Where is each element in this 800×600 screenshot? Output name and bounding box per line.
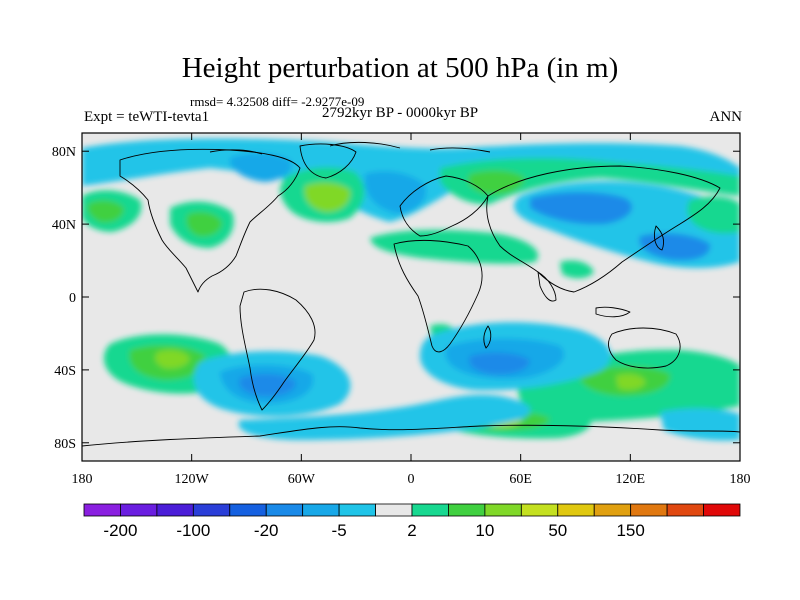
- colorbar-box: [630, 503, 668, 517]
- colorbar-box: [520, 503, 559, 517]
- stats-label: rmsd= 4.32508 diff= -2.9277e-09: [190, 94, 365, 109]
- coast-asia: [486, 165, 721, 293]
- period-label: 2792kyr BP - 0000kyr BP: [321, 105, 479, 121]
- map-title: Height perturbation at 500 hPa (in m): [181, 52, 619, 84]
- contour-neg-satlantic-core2: [239, 373, 296, 397]
- colorbar-box: [593, 503, 632, 517]
- lon-tick-label: 180: [72, 472, 93, 487]
- coastlines: [82, 141, 740, 447]
- contour-neg-npacific-core2: [639, 233, 711, 261]
- contour-fields: [82, 138, 740, 441]
- colorbar-label: 50: [548, 521, 567, 540]
- coast-arctic-islands: [209, 141, 491, 155]
- lon-tick-label: 120W: [175, 472, 210, 487]
- colorbar-label: -5: [332, 521, 347, 540]
- colorbar-box: [666, 503, 704, 517]
- contour-pos-russia-core: [467, 170, 525, 195]
- coast-africa: [393, 239, 483, 353]
- coast-south-america: [239, 288, 316, 411]
- coast-greenland: [299, 143, 357, 179]
- contour-pos-russia: [440, 158, 740, 205]
- experiment-label: Expt = teWTI-tevta1: [84, 109, 210, 125]
- colorbar-box: [83, 503, 121, 517]
- colorbar-label: -100: [176, 521, 210, 540]
- contour-pos-npac-west-core: [87, 200, 124, 223]
- colorbar-label: -200: [103, 521, 137, 540]
- colorbar-box: [229, 503, 267, 517]
- colorbar-label: 2: [407, 521, 416, 540]
- colorbar-box: [703, 503, 741, 517]
- colorbar: -200 -100 -20 -5 2 10 50 150: [83, 503, 741, 540]
- lat-tick-label: 40S: [54, 364, 76, 379]
- contour-neg-sindian-core2: [469, 352, 530, 375]
- colorbar-label: 10: [475, 521, 494, 540]
- lon-tick-label: 60W: [288, 472, 316, 487]
- lat-tick-label: 0: [69, 291, 76, 306]
- coast-australia: [608, 327, 681, 369]
- contour-neg-far-east: [660, 408, 740, 441]
- contour-pos-east-npac: [687, 196, 740, 234]
- lon-tick-label: 180: [730, 472, 751, 487]
- contour-pos-sindian-core2: [616, 374, 646, 390]
- coast-madagascar: [483, 325, 492, 349]
- colorbar-box: [484, 503, 522, 517]
- colorbar-label: 150: [616, 521, 644, 540]
- lon-tick-label: 60E: [509, 472, 532, 487]
- contour-pos-midlat-eurasia: [370, 229, 539, 264]
- contour-neg-canada: [229, 152, 292, 182]
- colorbar-box: [302, 503, 340, 517]
- coast-europe: [399, 175, 489, 237]
- season-label: ANN: [709, 109, 743, 125]
- contour-pos-tropics-2: [560, 260, 594, 279]
- lon-tick-label: 0: [408, 472, 415, 487]
- lat-tick-label: 40N: [52, 218, 76, 233]
- coast-india: [537, 271, 557, 302]
- colorbar-box: [120, 503, 158, 517]
- axis-ticks: 180 120W 60W 0 60E 120E 180 80N 40N 0 40S 80S: [52, 133, 751, 487]
- coast-indonesia: [595, 306, 631, 318]
- contour-pos-nam-west-core: [186, 212, 222, 237]
- colorbar-box: [448, 503, 486, 517]
- colorbar-box: [338, 503, 376, 517]
- contour-neg-npacific-core: [530, 192, 633, 225]
- colorbar-box: [557, 503, 595, 517]
- colorbar-box: [265, 503, 304, 517]
- coast-antarctica: [82, 424, 740, 447]
- colorbar-box: [156, 503, 194, 517]
- lat-tick-label: 80S: [54, 437, 76, 452]
- contour-neg-europe: [364, 171, 427, 214]
- contour-pos-natlantic-core: [304, 182, 351, 212]
- colorbar-label: -20: [254, 521, 279, 540]
- colorbar-box: [375, 503, 413, 517]
- lat-tick-label: 80N: [52, 145, 76, 160]
- lon-tick-label: 120E: [616, 472, 646, 487]
- colorbar-box: [192, 503, 231, 517]
- colorbar-box: [411, 503, 449, 517]
- contour-pos-spacific-core2: [155, 350, 190, 369]
- coast-japan: [653, 225, 665, 251]
- coast-north-america: [119, 148, 301, 293]
